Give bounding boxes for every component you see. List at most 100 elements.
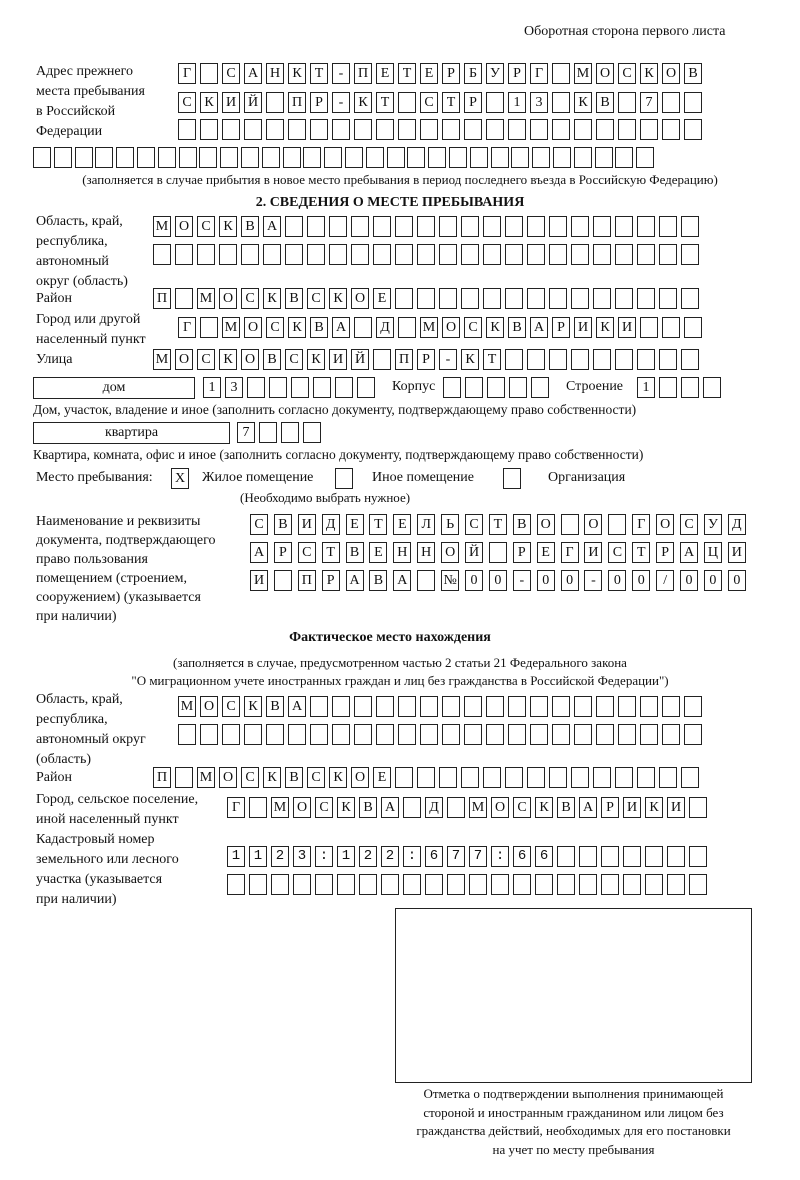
char-cell[interactable] xyxy=(261,147,280,168)
char-cell[interactable] xyxy=(200,119,218,140)
char-cell[interactable] xyxy=(527,244,545,265)
char-cell[interactable] xyxy=(442,724,460,745)
char-cell[interactable] xyxy=(376,119,394,140)
char-cell[interactable] xyxy=(662,724,680,745)
char-cell[interactable] xyxy=(684,92,702,113)
char-cell[interactable]: Ц xyxy=(703,542,722,563)
char-cell[interactable] xyxy=(461,767,479,788)
char-cell[interactable] xyxy=(241,244,259,265)
char-cell[interactable] xyxy=(398,696,416,717)
char-cell[interactable] xyxy=(615,349,633,370)
char-cell[interactable]: В xyxy=(285,288,303,309)
char-cell[interactable] xyxy=(684,119,702,140)
char-cell[interactable] xyxy=(249,874,267,895)
char-cell[interactable]: Б xyxy=(464,63,482,84)
char-cell[interactable]: М xyxy=(197,767,215,788)
char-cell[interactable]: С xyxy=(307,288,325,309)
char-cell[interactable]: П xyxy=(354,63,372,84)
char-cell[interactable]: Ь xyxy=(441,514,460,535)
char-cell[interactable]: П xyxy=(153,288,171,309)
char-cell[interactable]: К xyxy=(329,288,347,309)
char-cell[interactable] xyxy=(573,147,592,168)
char-cell[interactable]: С xyxy=(178,92,196,113)
char-cell[interactable] xyxy=(659,767,677,788)
char-cell[interactable] xyxy=(200,63,218,84)
char-cell[interactable] xyxy=(288,724,306,745)
char-cell[interactable] xyxy=(200,317,218,338)
char-cell[interactable] xyxy=(483,288,501,309)
char-cell[interactable]: А xyxy=(244,63,262,84)
char-cell[interactable]: И xyxy=(329,349,347,370)
char-cell[interactable]: Г xyxy=(227,797,245,818)
char-cell[interactable]: К xyxy=(486,317,504,338)
char-cell[interactable]: Т xyxy=(369,514,388,535)
char-cell[interactable] xyxy=(703,377,721,398)
char-cell[interactable]: Р xyxy=(656,542,675,563)
char-cell[interactable] xyxy=(420,696,438,717)
char-cell[interactable] xyxy=(615,216,633,237)
char-cell[interactable]: С xyxy=(285,349,303,370)
char-cell[interactable] xyxy=(332,696,350,717)
char-cell[interactable] xyxy=(464,119,482,140)
char-cell[interactable] xyxy=(337,846,355,867)
char-cell[interactable] xyxy=(469,846,487,867)
char-cell[interactable] xyxy=(33,147,51,168)
char-cell[interactable] xyxy=(615,147,634,168)
char-cell[interactable]: 1 xyxy=(508,92,526,113)
char-cell[interactable] xyxy=(219,244,237,265)
char-cell[interactable]: М xyxy=(469,797,487,818)
char-cell[interactable]: Т xyxy=(398,63,416,84)
char-cell[interactable]: А xyxy=(250,542,268,563)
char-cell[interactable]: С xyxy=(241,767,259,788)
char-cell[interactable]: Й xyxy=(244,92,262,113)
char-cell[interactable] xyxy=(116,147,135,168)
char-cell[interactable]: А xyxy=(381,797,399,818)
char-cell[interactable] xyxy=(637,288,655,309)
char-cell[interactable]: В xyxy=(596,92,614,113)
char-cell[interactable]: М xyxy=(222,317,240,338)
char-cell[interactable]: Д xyxy=(376,317,394,338)
char-cell[interactable] xyxy=(439,216,457,237)
char-cell[interactable]: К xyxy=(288,317,306,338)
char-cell[interactable]: В xyxy=(512,514,531,535)
char-cell[interactable] xyxy=(464,724,482,745)
char-cell[interactable] xyxy=(681,377,699,398)
char-cell[interactable] xyxy=(307,244,325,265)
char-cell[interactable]: - xyxy=(332,63,350,84)
char-cell[interactable]: О xyxy=(175,349,193,370)
char-cell[interactable]: В xyxy=(684,63,702,84)
char-cell[interactable]: Г xyxy=(560,542,579,563)
char-cell[interactable] xyxy=(293,846,311,867)
char-cell[interactable] xyxy=(178,724,196,745)
char-cell[interactable] xyxy=(178,119,196,140)
char-cell[interactable] xyxy=(329,244,347,265)
char-cell[interactable] xyxy=(513,846,531,867)
char-cell[interactable] xyxy=(285,216,303,237)
char-cell[interactable]: Е xyxy=(420,63,438,84)
char-cell[interactable] xyxy=(354,119,372,140)
char-cell[interactable] xyxy=(530,696,548,717)
char-cell[interactable] xyxy=(395,288,413,309)
char-cell[interactable]: 7 xyxy=(640,92,658,113)
char-cell[interactable] xyxy=(263,244,281,265)
char-cell[interactable] xyxy=(464,696,482,717)
char-cell[interactable]: 1 xyxy=(203,377,221,398)
char-cell[interactable] xyxy=(249,797,267,818)
char-cell[interactable] xyxy=(511,147,530,168)
char-cell[interactable]: У xyxy=(486,63,504,84)
char-cell[interactable]: А xyxy=(263,216,281,237)
char-cell[interactable] xyxy=(596,724,614,745)
char-cell[interactable] xyxy=(645,874,663,895)
char-cell[interactable]: С xyxy=(618,63,636,84)
char-cell[interactable]: К xyxy=(354,92,372,113)
char-cell[interactable]: С xyxy=(222,63,240,84)
char-cell[interactable] xyxy=(574,696,592,717)
char-cell[interactable] xyxy=(395,216,413,237)
char-cell[interactable]: В xyxy=(310,317,328,338)
char-cell[interactable] xyxy=(579,874,597,895)
char-cell[interactable] xyxy=(344,147,363,168)
char-cell[interactable]: Т xyxy=(488,514,507,535)
char-cell[interactable] xyxy=(376,724,394,745)
char-cell[interactable] xyxy=(530,119,548,140)
